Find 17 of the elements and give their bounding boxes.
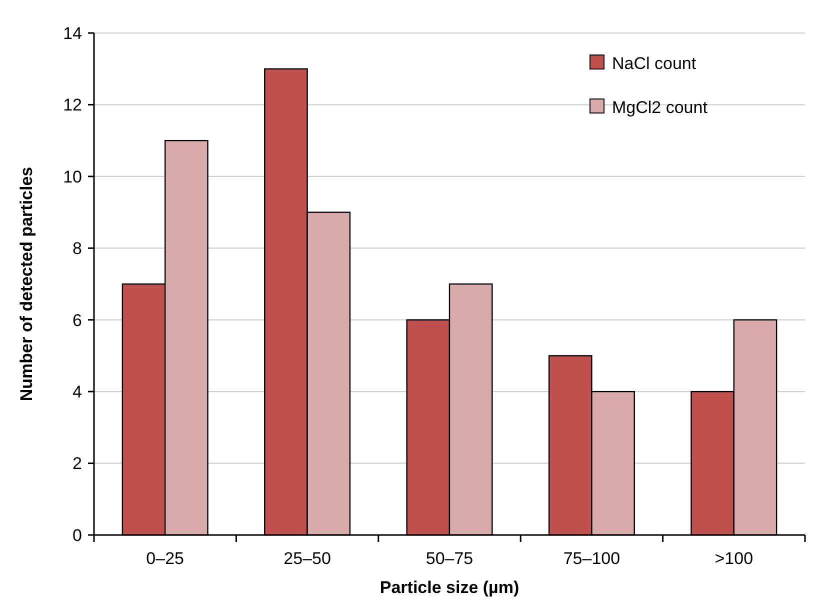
x-tick-label: 0–25 — [146, 549, 184, 568]
y-tick-label: 2 — [72, 454, 82, 474]
y-tick-label: 14 — [63, 24, 82, 43]
x-tick-label: >100 — [714, 549, 754, 568]
y-tick-label: 4 — [72, 382, 82, 402]
x-tick-label: 25–50 — [284, 549, 331, 568]
legend-label: MgCl2 count — [612, 98, 708, 117]
x-axis-title: Particle size (µm) — [380, 578, 520, 597]
y-axis-title: Number of detected particles — [17, 166, 36, 402]
y-tick-label: 6 — [72, 310, 82, 330]
y-tick-label: 0 — [72, 526, 82, 545]
legend-label: NaCl count — [612, 54, 696, 73]
y-tick-label: 10 — [63, 167, 82, 186]
x-tick-label: 50–75 — [426, 549, 474, 568]
y-tick-label: 8 — [72, 239, 82, 258]
y-tick-label: 12 — [63, 96, 82, 115]
x-tick-label: 75–100 — [563, 549, 620, 568]
